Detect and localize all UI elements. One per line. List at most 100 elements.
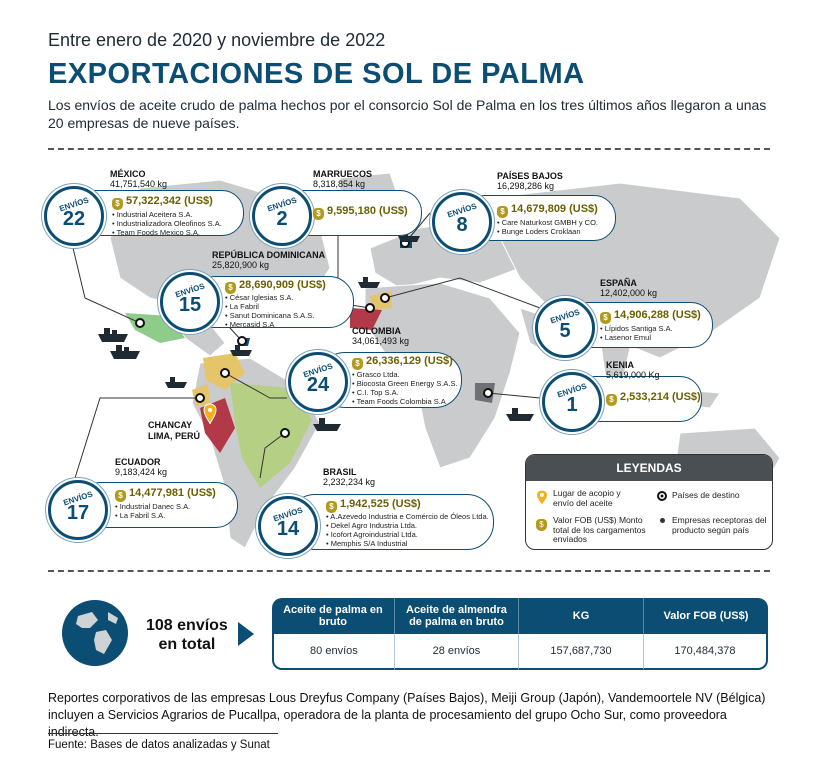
envios-badge-paises-bajos: ENVÍOS 8 xyxy=(432,192,492,252)
envios-badge-kenia: ENVÍOS 1 xyxy=(542,372,602,432)
country-name-marruecos: MARRUECOS xyxy=(313,169,373,179)
money-bag-icon: $ xyxy=(606,394,617,406)
company-item: Lípidos Santiga S.A. xyxy=(600,324,673,333)
company-item: C.I. Top S.A. xyxy=(352,388,458,397)
subtitle: Entre enero de 2020 y noviembre de 2022 xyxy=(48,30,386,50)
page-title: EXPORTACIONES DE SOL DE PALMA xyxy=(48,58,585,90)
ship-icon xyxy=(506,408,534,421)
companies-ecuador: Industrial Danec S.A. La Fabril S.A. xyxy=(115,502,190,520)
ship-icon xyxy=(230,345,252,356)
company-item: La Fabril xyxy=(225,302,314,311)
envios-count: 14 xyxy=(276,518,300,540)
source-rule xyxy=(48,733,278,734)
company-item: Lasenor Emul xyxy=(600,333,673,342)
fob-espana: $14,906,288 (US$) xyxy=(600,309,701,324)
country-name-colombia: COLOMBIA xyxy=(352,326,401,336)
companies-rep-dominicana: César Iglesias S.A. La Fabril Sanut Domi… xyxy=(225,293,315,329)
country-kg-mexico: 41,751,540 kg xyxy=(110,179,168,189)
envios-badge-espana: ENVÍOS 5 xyxy=(535,298,595,358)
envios-count: 1 xyxy=(566,394,578,416)
country-kg-espana: 12,402,000 kg xyxy=(600,288,658,298)
money-bag-icon: $ xyxy=(600,312,611,324)
companies-paises-bajos: Care Naturkost GMBH y CO. Bunge Loders C… xyxy=(497,218,598,236)
money-bag-icon: $ xyxy=(536,519,547,531)
table-cell: 80 envíos xyxy=(272,634,395,670)
pin-icon xyxy=(537,490,547,505)
company-item: Memphis S/A Industrial xyxy=(326,539,489,548)
fob-value: 14,906,288 (US$) xyxy=(614,309,701,321)
fob-mexico: $57,322,342 (US$) xyxy=(112,195,213,210)
fob-value: 14,477,981 (US$) xyxy=(129,487,216,499)
company-item: Bunge Loders Croklaan xyxy=(497,227,598,236)
company-item: A.Azevedo Industria e Comércio de Óleos … xyxy=(326,512,488,521)
company-item: Industrial Danec S.A. xyxy=(115,502,190,511)
fob-value: 57,322,342 (US$) xyxy=(126,195,213,207)
divider-bottom xyxy=(48,570,770,572)
company-item: Grasco Ltda. xyxy=(352,370,458,379)
fob-paises-bajos: $14,679,809 (US$) xyxy=(497,203,598,218)
companies-espana: Lípidos Santiga S.A. Lasenor Emul xyxy=(600,324,673,342)
bullet-icon xyxy=(660,518,665,523)
origin-pin-icon xyxy=(203,403,217,425)
envios-count: 22 xyxy=(62,208,86,230)
intro-text: Los envíos de aceite crudo de palma hech… xyxy=(48,97,767,131)
total-label: en total xyxy=(158,636,216,653)
country-name-espana: ESPAÑA xyxy=(600,278,637,288)
ship-icon xyxy=(313,418,341,431)
country-name-paises-bajos: PAÍSES BAJOS xyxy=(497,171,563,181)
envios-badge-ecuador: ENVÍOS 17 xyxy=(48,480,108,540)
company-item: Team Foods Colombia S.A xyxy=(352,397,458,406)
envios-badge-rep-dominicana: ENVÍOS 15 xyxy=(160,272,220,332)
marker-kenia xyxy=(483,388,493,398)
money-bag-icon: $ xyxy=(326,501,337,513)
money-bag-icon: $ xyxy=(112,198,123,210)
money-bag-icon: $ xyxy=(352,358,363,370)
ship-icon xyxy=(98,328,128,342)
country-kg-kenia: 5,619,000 Kg xyxy=(606,370,660,380)
arrow-icon xyxy=(238,622,254,646)
company-item: Biocosta Green Energy S.A.S. xyxy=(352,379,458,388)
country-name-ecuador: ECUADOR xyxy=(115,457,161,467)
companies-colombia: Grasco Ltda. Biocosta Green Energy S.A.S… xyxy=(352,370,458,406)
fob-ecuador: $14,477,981 (US$) xyxy=(115,487,216,502)
money-bag-icon: $ xyxy=(225,282,236,294)
marker-ecuador xyxy=(195,393,205,403)
table-cell: 170,484,378 xyxy=(643,634,768,670)
fob-colombia: $26,336,129 (US$) xyxy=(352,355,453,370)
company-item: Icofort Agroindustrial Ltda. xyxy=(326,530,489,539)
fob-value: 9,595,180 (US$) xyxy=(327,205,408,217)
marker-espana xyxy=(380,293,390,303)
divider-top xyxy=(48,148,770,150)
fob-value: 28,690,909 (US$) xyxy=(239,279,326,291)
country-kg-rep-dominicana: 25,820,900 kg xyxy=(212,260,270,270)
company-item: Sanut Dominicana S.A.S. xyxy=(225,311,315,320)
country-name-kenia: KENIA xyxy=(606,360,635,370)
company-item: Industrial Aceitera S.A. xyxy=(112,210,222,219)
ship-icon xyxy=(110,345,140,359)
totals-table: Aceite de palma en bruto Aceite de almen… xyxy=(272,598,768,670)
brasil-shape xyxy=(230,383,312,488)
marker-colombia xyxy=(220,368,230,378)
fob-brasil: $1,942,525 (US$) xyxy=(326,498,421,513)
marker-rep-dominicana xyxy=(237,336,247,346)
envios-count: 5 xyxy=(559,320,571,342)
footer-note: Reportes corporativos de las empresas Lo… xyxy=(48,691,766,739)
globe-icon xyxy=(62,600,128,666)
fob-value: 2,533,214 (US$) xyxy=(620,391,701,403)
marruecos-shape xyxy=(350,308,382,330)
legend-box: LEYENDAS Lugar de acopio y envío del ace… xyxy=(525,454,773,550)
country-kg-ecuador: 9,183,424 kg xyxy=(115,467,168,477)
ship-icon xyxy=(165,377,187,388)
country-kg-paises-bajos: 16,298,286 kg xyxy=(497,181,555,191)
envios-count: 15 xyxy=(178,294,202,316)
fob-value: 14,679,809 (US$) xyxy=(511,203,598,215)
country-kg-colombia: 34,061,493 kg xyxy=(352,336,410,346)
money-bag-icon: $ xyxy=(497,206,508,218)
table-cell: 157,687,730 xyxy=(519,634,644,670)
company-item: Mercasid S.A xyxy=(225,320,314,329)
money-bag-icon: $ xyxy=(313,208,324,220)
envios-count: 24 xyxy=(306,374,330,396)
company-item: Team Foods Mexico S.A. xyxy=(112,228,222,237)
fob-marruecos: $9,595,180 (US$) xyxy=(313,205,408,220)
table-header: Aceite de almendra de palma en bruto xyxy=(394,598,520,634)
